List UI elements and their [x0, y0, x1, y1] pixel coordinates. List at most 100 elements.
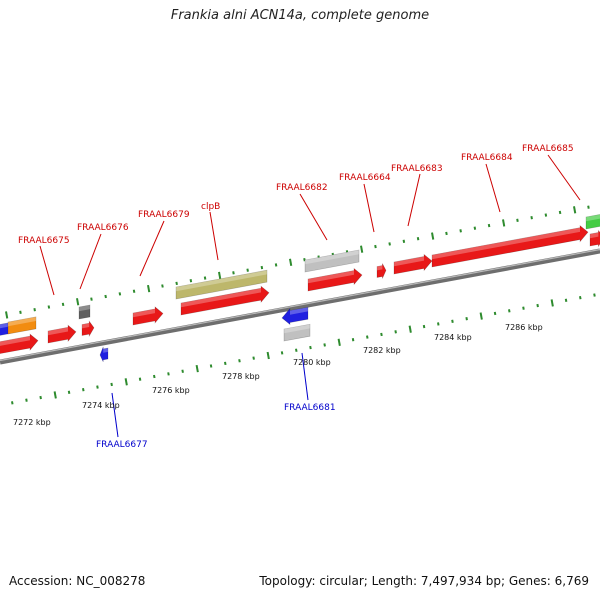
scale-tick [161, 284, 164, 288]
genome-backbone [0, 248, 600, 365]
scale-tick [246, 268, 249, 272]
cds-arrow-shine [308, 270, 354, 284]
cds-arrow [132, 306, 164, 326]
pseudo-box-body [283, 323, 311, 342]
callout-line [209, 211, 219, 261]
scale-tick [124, 378, 128, 386]
scale-tick [516, 218, 519, 222]
scale-tick [437, 322, 440, 326]
scale-tick [459, 229, 462, 233]
scale-label: 7278 kbp [222, 372, 260, 381]
scale-tick [309, 345, 312, 350]
scale-tick [147, 284, 151, 293]
gene-label-fraal6681[interactable]: FRAAL6681 [284, 403, 336, 413]
callout-line [407, 173, 421, 227]
gene-label-fraal6675[interactable]: FRAAL6675 [18, 236, 70, 246]
scale-tick [82, 387, 85, 392]
scale-tick [238, 359, 241, 363]
scale-tick [110, 382, 113, 387]
gene-label-fraal6684[interactable]: FRAAL6684 [461, 153, 513, 163]
scale-tick [493, 311, 497, 316]
rrna-arrow-body [99, 346, 109, 363]
scale-tick [61, 302, 65, 307]
gene-label-fraal6664[interactable]: FRAAL6664 [339, 173, 391, 183]
cds-arrow-shine [48, 327, 68, 336]
scale-label: 7272 kbp [13, 418, 51, 427]
cds-arrow-body [47, 324, 77, 344]
scale-tick [445, 231, 448, 236]
scale-tick [564, 298, 568, 303]
cds-arrow [376, 263, 387, 279]
scale-tick [39, 395, 42, 400]
scale-tick [408, 325, 412, 333]
scale-tick [351, 338, 355, 342]
cds-arrow [0, 333, 39, 354]
green-box-body [585, 214, 600, 230]
cds-arrow-body [307, 267, 363, 292]
scale-tick [465, 317, 468, 321]
scale-tick [558, 210, 562, 215]
scale-tick [530, 216, 533, 220]
cds-arrow [393, 253, 433, 275]
rrna-box-shine [0, 322, 10, 329]
gene-label-fraal6676[interactable]: FRAAL6676 [77, 223, 129, 233]
gene-label-clpb[interactable]: clpB [201, 202, 220, 212]
scale-tick [232, 271, 235, 275]
scale-label: 7286 kbp [505, 323, 543, 332]
cds-arrow [589, 229, 600, 248]
scale-tick [195, 364, 199, 373]
callout-line [299, 193, 328, 241]
cds-arrow-body [589, 229, 600, 248]
scale-tick [33, 307, 36, 312]
cds-arrow [81, 320, 95, 338]
scale-tick [175, 281, 178, 286]
gene-label-fraal6682[interactable]: FRAAL6682 [276, 183, 328, 193]
scale-tick [487, 223, 491, 228]
cds-arrow-shine [590, 232, 599, 239]
gene-label-fraal6677[interactable]: FRAAL6677 [96, 440, 148, 450]
scale-tick [502, 219, 506, 227]
scale-tick [132, 289, 136, 293]
scale-tick [573, 206, 577, 214]
cds-arrow-shine [133, 308, 155, 318]
gene-label-fraal6685[interactable]: FRAAL6685 [522, 144, 574, 154]
scale-tick [90, 297, 93, 301]
green-box-shine [586, 214, 600, 222]
scale-tick [224, 361, 227, 366]
accession-text: Accession: NC_008278 [9, 574, 146, 588]
gene-label-fraal6679[interactable]: FRAAL6679 [138, 210, 190, 220]
rrna-arrow-shine [290, 307, 308, 315]
scale-tick [295, 348, 298, 352]
scale-label: 7284 kbp [434, 333, 472, 342]
genome-summary-text: Topology: circular; Length: 7,497,934 bp… [259, 574, 589, 588]
pseudo-box-body [304, 249, 360, 273]
scale-tick [203, 276, 207, 280]
misc-box-body [78, 304, 91, 320]
scale-tick [593, 293, 596, 297]
cds-arrow-shine [0, 336, 30, 346]
cds-arrow-body [180, 285, 270, 316]
cds-arrow-shine [377, 265, 383, 271]
cds-arrow [431, 224, 589, 268]
scale-tick [260, 265, 264, 270]
scale-tick [431, 232, 435, 240]
pseudo-box-shine [305, 250, 359, 265]
scale-tick [189, 279, 193, 283]
scale-tick [360, 245, 364, 253]
cds-arrow-shine [432, 227, 580, 260]
callout-line [301, 352, 309, 401]
trna-box [7, 316, 37, 335]
cds-arrow-shine [82, 323, 90, 329]
rrna-arrow [281, 306, 309, 326]
scale-tick [508, 309, 511, 313]
cds-arrow-shine [181, 288, 261, 308]
gene-label-fraal6683[interactable]: FRAAL6683 [391, 164, 443, 174]
scale-tick [138, 377, 142, 381]
gene-callout-lines [39, 154, 581, 438]
scale-tick [280, 351, 284, 355]
scale-tick [209, 364, 213, 368]
scale-tick [544, 213, 548, 217]
upper-scale-ticks [5, 205, 590, 319]
scale-tick [380, 332, 383, 337]
callout-line [79, 233, 102, 290]
